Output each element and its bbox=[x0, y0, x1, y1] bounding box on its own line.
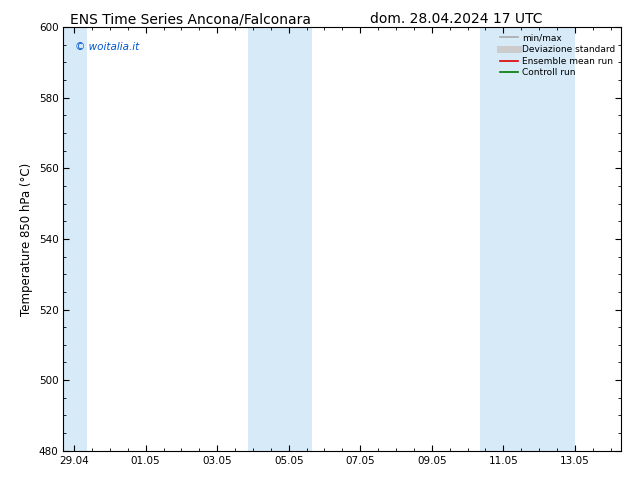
Text: © woitalia.it: © woitalia.it bbox=[75, 42, 139, 52]
Text: dom. 28.04.2024 17 UTC: dom. 28.04.2024 17 UTC bbox=[370, 12, 543, 26]
Bar bbox=[480, 27, 575, 451]
Y-axis label: Temperature 850 hPa (°C): Temperature 850 hPa (°C) bbox=[20, 162, 33, 316]
Bar bbox=[248, 27, 312, 451]
Legend: min/max, Deviazione standard, Ensemble mean run, Controll run: min/max, Deviazione standard, Ensemble m… bbox=[496, 30, 619, 81]
Bar bbox=[63, 27, 87, 451]
Text: ENS Time Series Ancona/Falconara: ENS Time Series Ancona/Falconara bbox=[70, 12, 311, 26]
